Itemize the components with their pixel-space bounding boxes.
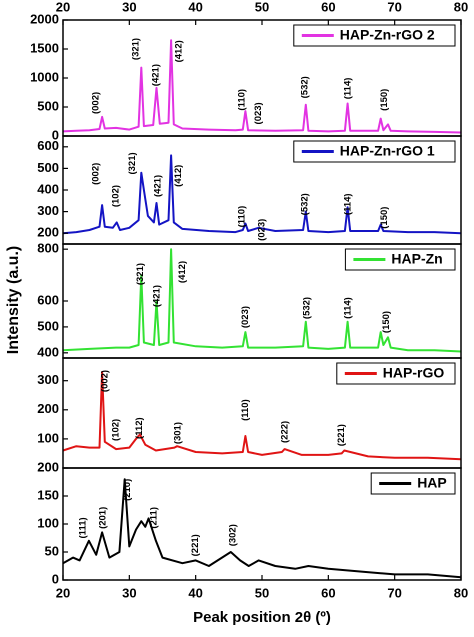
y-tick-label: 300 bbox=[37, 203, 59, 218]
y-tick-label: 200 bbox=[37, 459, 59, 474]
y-tick-label: 600 bbox=[37, 292, 59, 307]
y-tick-label: 2000 bbox=[30, 11, 59, 26]
peak-label: (532) bbox=[300, 193, 311, 215]
legend-box bbox=[293, 24, 456, 47]
data-line bbox=[62, 371, 462, 461]
x-tick-label: 30 bbox=[122, 585, 136, 600]
y-tick-label: 500 bbox=[37, 160, 59, 175]
y-tick-label: 100 bbox=[37, 515, 59, 530]
y-tick-label: 500 bbox=[37, 318, 59, 333]
peak-label: (150) bbox=[381, 311, 392, 333]
peak-label: (114) bbox=[343, 297, 354, 319]
legend-label: HAP-rGO bbox=[383, 365, 445, 381]
legend-label: HAP-Zn bbox=[391, 251, 442, 267]
legend-label: HAP bbox=[417, 475, 447, 491]
y-tick-label: 0 bbox=[52, 127, 59, 142]
x-tick-label: 20 bbox=[56, 585, 70, 600]
y-tick-label: 50 bbox=[45, 543, 59, 558]
peak-label: (412) bbox=[173, 165, 184, 187]
x-tick-label: 40 bbox=[188, 585, 202, 600]
y-tick-label: 200 bbox=[37, 225, 59, 240]
peak-label: (421) bbox=[150, 64, 161, 86]
peak-label: (201) bbox=[97, 507, 108, 529]
y-tick-label: 400 bbox=[37, 344, 59, 359]
y-tick-label: 0 bbox=[52, 571, 59, 586]
peak-label: (002) bbox=[99, 370, 110, 392]
peak-label: (023) bbox=[257, 219, 268, 241]
data-line bbox=[62, 154, 462, 235]
peak-label: (112) bbox=[134, 417, 145, 439]
y-tick-label: 1000 bbox=[30, 69, 59, 84]
legend-label: HAP-Zn-rGO 2 bbox=[340, 27, 435, 43]
x-tick-label: 70 bbox=[387, 585, 401, 600]
y-tick-label: 600 bbox=[37, 138, 59, 153]
x-axis-title: Peak position 2θ (º) bbox=[193, 609, 331, 626]
data-line bbox=[62, 248, 462, 353]
y-tick-label: 800 bbox=[37, 241, 59, 256]
y-tick-label: 300 bbox=[37, 372, 59, 387]
x-tick-label: 50 bbox=[255, 0, 269, 14]
peak-label: (211) bbox=[148, 507, 159, 529]
peak-label: (532) bbox=[300, 76, 311, 98]
peak-label: (421) bbox=[152, 285, 163, 307]
peak-label: (111) bbox=[77, 517, 88, 538]
y-tick-label: 1500 bbox=[30, 40, 59, 55]
data-line bbox=[62, 478, 462, 579]
peak-label: (532) bbox=[302, 297, 313, 319]
x-tick-label: 70 bbox=[387, 0, 401, 14]
peak-label: (302) bbox=[227, 524, 238, 546]
y-tick-label: 200 bbox=[37, 401, 59, 416]
peak-label: (321) bbox=[135, 263, 146, 285]
peak-label: (114) bbox=[343, 193, 354, 215]
x-tick-label: 50 bbox=[255, 585, 269, 600]
legend-box bbox=[344, 248, 456, 271]
data-line bbox=[62, 39, 462, 134]
peak-label: (102) bbox=[111, 185, 122, 207]
peak-label: (221) bbox=[336, 424, 347, 446]
x-tick-label: 80 bbox=[454, 585, 468, 600]
legend-label: HAP-Zn-rGO 1 bbox=[340, 143, 435, 159]
x-tick-label: 60 bbox=[321, 0, 335, 14]
legend-box bbox=[336, 362, 456, 385]
peak-label: (412) bbox=[177, 261, 188, 283]
peak-label: (321) bbox=[127, 152, 138, 174]
peak-label: (110) bbox=[237, 206, 248, 228]
x-tick-label: 20 bbox=[56, 0, 70, 14]
peak-label: (023) bbox=[253, 102, 264, 124]
peak-label: (301) bbox=[172, 422, 183, 444]
y-tick-label: 150 bbox=[37, 487, 59, 502]
y-tick-label: 100 bbox=[37, 430, 59, 445]
peak-label: (114) bbox=[343, 78, 354, 100]
peak-label: (002) bbox=[91, 163, 102, 185]
peak-label: (321) bbox=[130, 38, 141, 60]
y-tick-label: 400 bbox=[37, 181, 59, 196]
peak-label: (102) bbox=[111, 419, 122, 441]
peak-label: (110) bbox=[240, 399, 251, 421]
peak-label: (150) bbox=[379, 89, 390, 111]
peak-label: (002) bbox=[91, 92, 102, 114]
peak-label: (150) bbox=[379, 207, 390, 229]
peak-label: (221) bbox=[190, 534, 201, 556]
legend-box bbox=[293, 140, 456, 163]
y-axis-title: Intensity (a.u.) bbox=[5, 246, 22, 354]
peak-label: (023) bbox=[240, 306, 251, 328]
peak-label: (110) bbox=[237, 89, 248, 111]
x-tick-label: 80 bbox=[454, 0, 468, 14]
legend-box bbox=[370, 472, 456, 495]
peak-label: (421) bbox=[152, 175, 163, 197]
peak-label: (412) bbox=[174, 40, 185, 62]
x-tick-label: 40 bbox=[188, 0, 202, 14]
x-tick-label: 60 bbox=[321, 585, 335, 600]
peak-label: (210) bbox=[122, 479, 133, 501]
peak-label: (222) bbox=[280, 421, 291, 443]
x-tick-label: 30 bbox=[122, 0, 136, 14]
y-tick-label: 500 bbox=[37, 98, 59, 113]
